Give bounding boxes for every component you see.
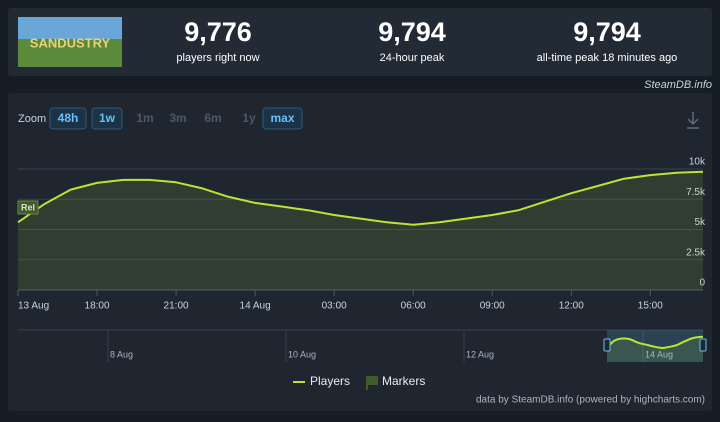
navigator-line-area — [607, 336, 703, 362]
series-line — [17, 170, 704, 226]
zoom-button[interactable]: 6m — [204, 111, 221, 125]
zoom-button-box[interactable] — [49, 107, 87, 130]
marker-label: Rel — [21, 202, 35, 212]
zoom-button-box[interactable] — [91, 107, 123, 130]
marker-flag — [17, 200, 39, 215]
stats-card — [8, 8, 712, 76]
stat-label: players right now — [176, 52, 259, 64]
stat-label: 24-hour peak — [380, 52, 445, 64]
stat-value: 9,794 — [378, 17, 446, 47]
navigator-handle[interactable] — [603, 338, 611, 352]
zoom-label: Zoom — [18, 113, 46, 125]
legend-label[interactable]: Players — [310, 374, 350, 388]
zoom-button[interactable]: 1w — [99, 111, 116, 125]
x-tick-label: 15:00 — [638, 301, 663, 312]
x-tick-label: 09:00 — [480, 301, 505, 312]
zoom-button[interactable]: 48h — [58, 111, 79, 125]
y-tick-label: 10k — [689, 157, 706, 168]
y-tick-label: 7.5k — [686, 187, 706, 198]
chart-card — [8, 93, 712, 411]
zoom-button-box[interactable] — [262, 107, 303, 130]
logo-text: SANDUSTRY — [30, 35, 111, 50]
marker: Rel — [17, 200, 39, 215]
navigator-label: 10 Aug — [288, 349, 316, 359]
y-tick-label: 0 — [699, 278, 705, 289]
x-tick-label: 18:00 — [85, 301, 110, 312]
source[interactable]: SteamDB.info — [644, 79, 712, 91]
navigator-label: 8 Aug — [110, 349, 133, 359]
navigator-handle[interactable] — [699, 338, 707, 352]
zoom-button[interactable]: max — [270, 111, 294, 125]
download-icon[interactable] — [687, 112, 699, 129]
x-tick-label: 14 Aug — [240, 301, 271, 312]
x-tick-label: 13 Aug — [18, 301, 49, 312]
navigator-label: 12 Aug — [466, 349, 494, 359]
stat-value: 9,794 — [573, 17, 641, 47]
legend-flag — [366, 376, 378, 390]
logo-sky — [18, 17, 122, 39]
stat-value: 9,776 — [184, 17, 252, 47]
zoom-button[interactable]: 1y — [242, 111, 256, 125]
legend-label[interactable]: Markers — [382, 374, 425, 388]
series-line-area — [18, 171, 703, 290]
y-tick-label: 2.5k — [686, 247, 706, 258]
stat-label: all-time peak 18 minutes ago — [537, 52, 678, 64]
x-tick-label: 12:00 — [559, 301, 584, 312]
x-tick-label: 03:00 — [322, 301, 347, 312]
y-tick-label: 5k — [694, 217, 706, 228]
navigator-label: 14 Aug — [645, 349, 673, 359]
x-tick-label: 21:00 — [164, 301, 189, 312]
credit: data by SteamDB.info (powered by highcha… — [476, 395, 705, 406]
zoom-button[interactable]: 1m — [136, 111, 153, 125]
zoom-button[interactable]: 3m — [169, 111, 186, 125]
x-tick-label: 06:00 — [401, 301, 426, 312]
navigator-line — [606, 335, 704, 350]
